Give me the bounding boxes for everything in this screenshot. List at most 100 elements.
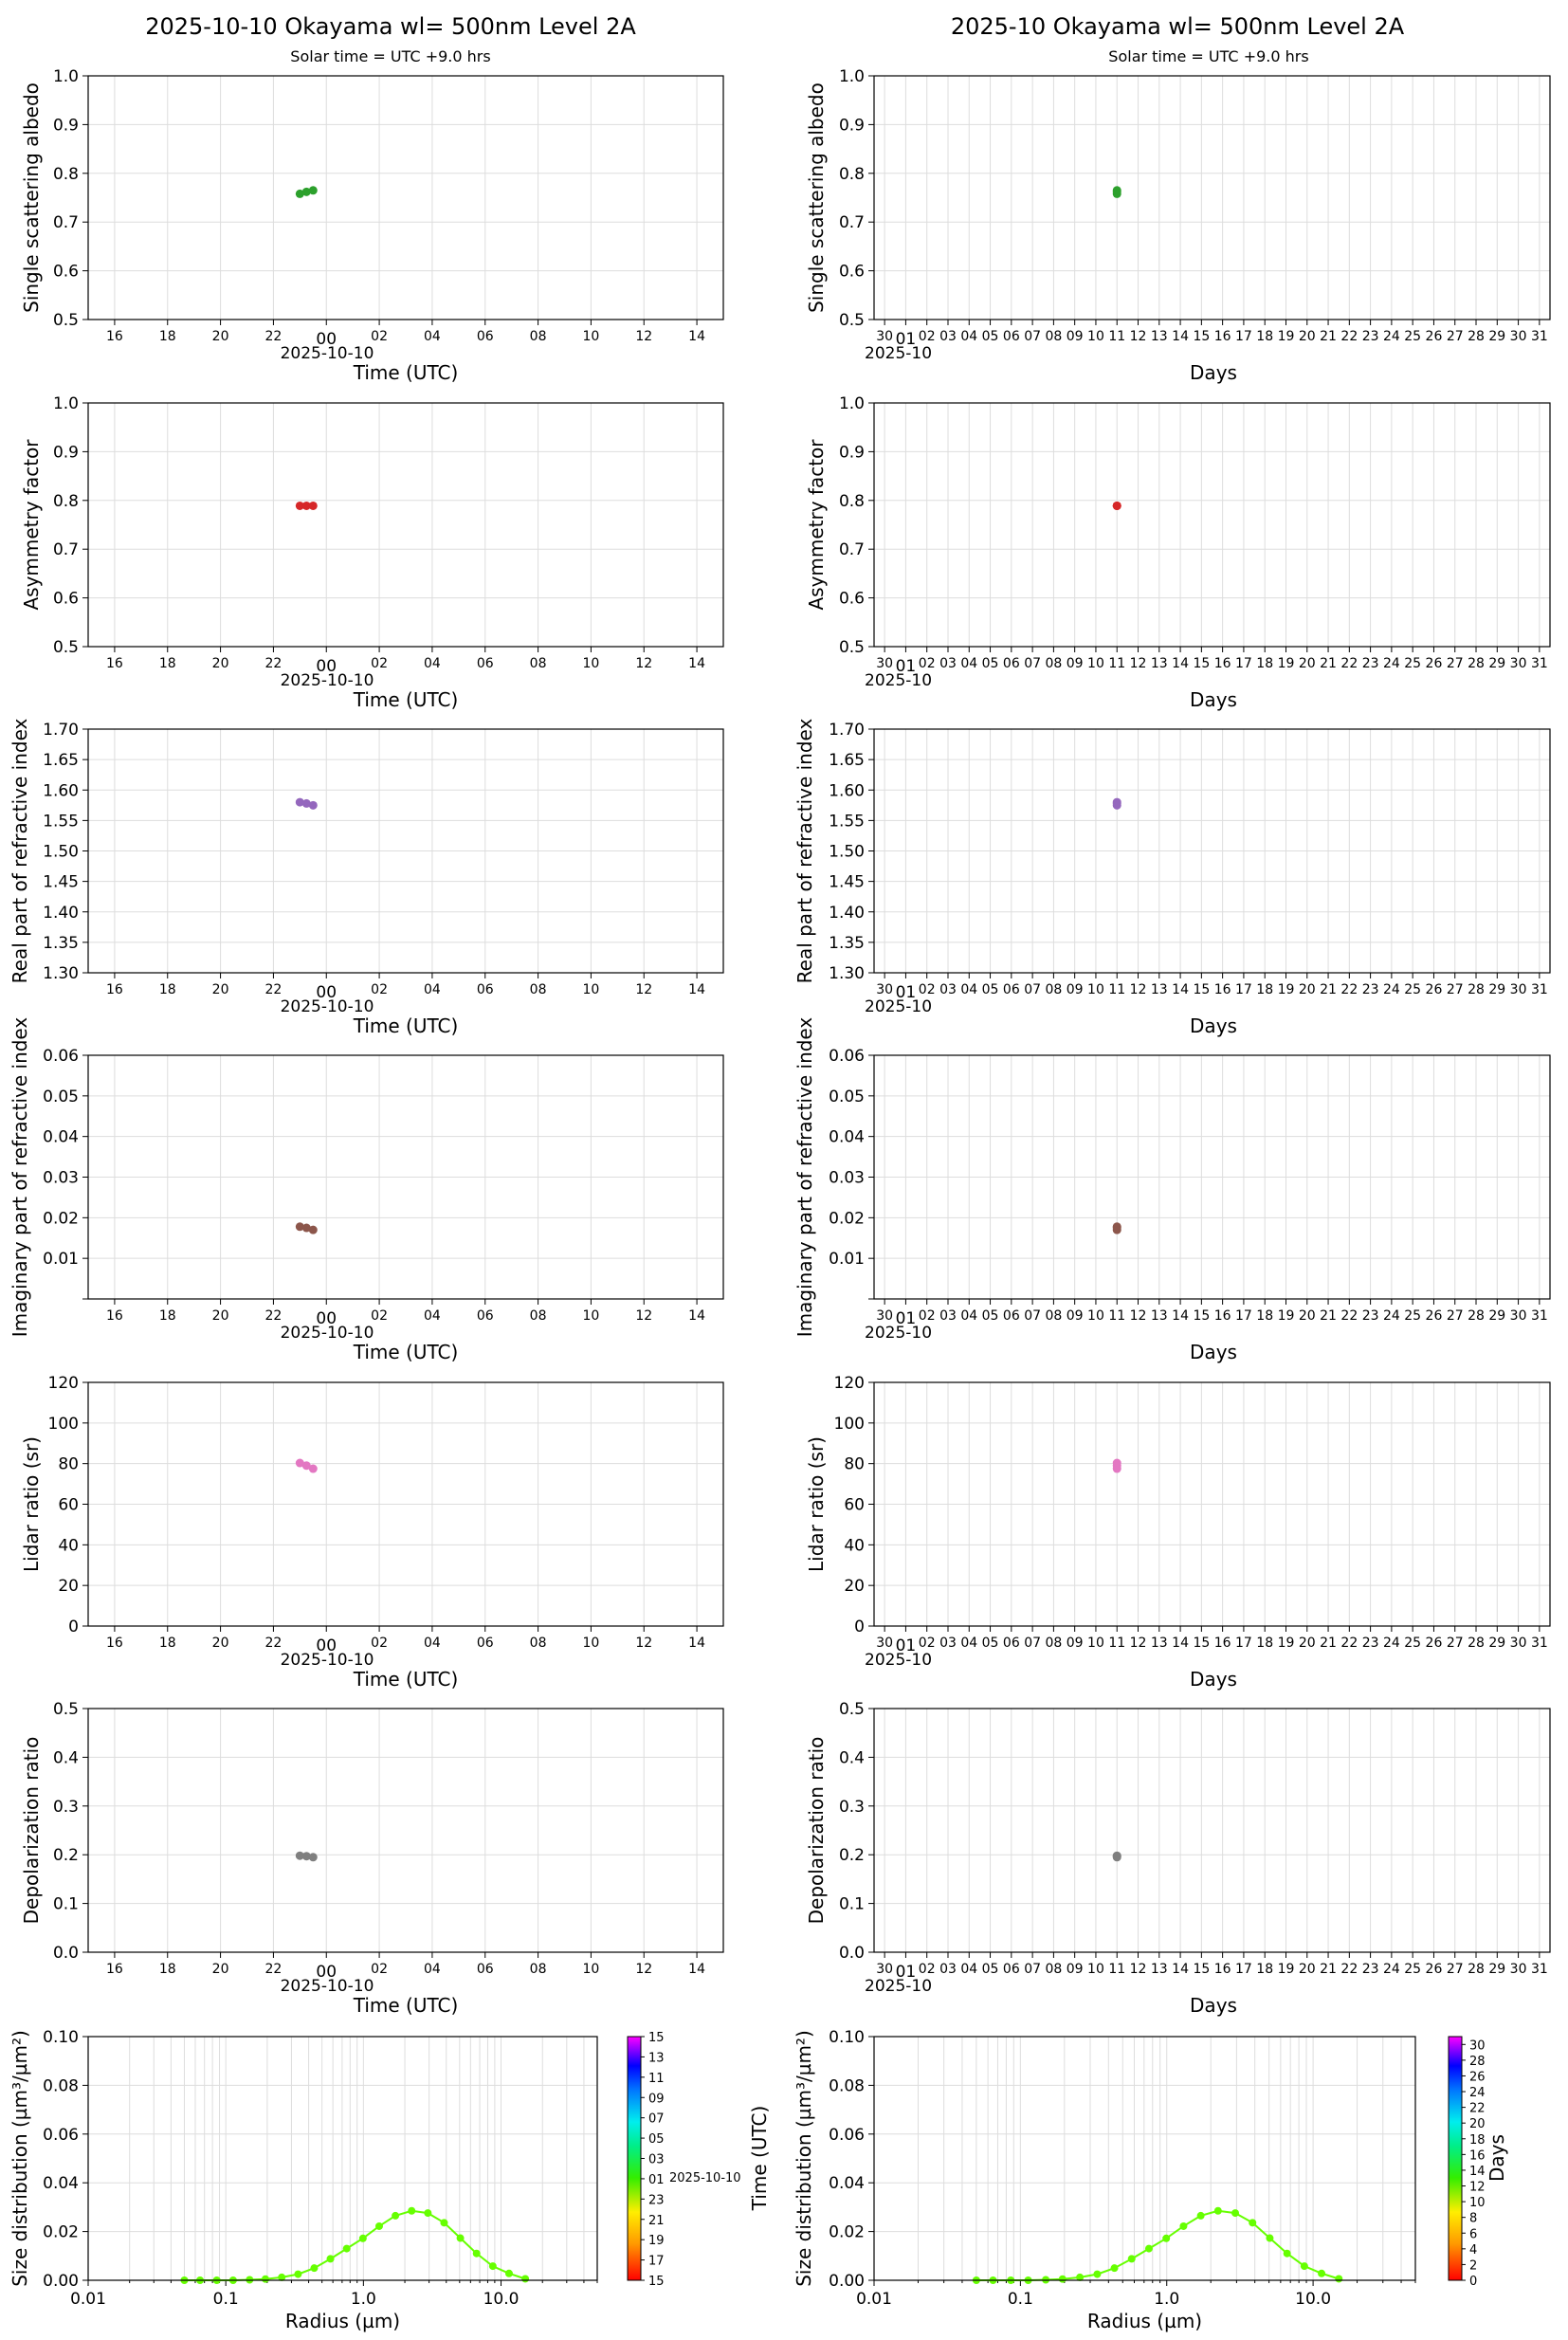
x-tick-label: 20	[1299, 1962, 1316, 1977]
x-tick-label: 22	[1340, 329, 1358, 344]
x-tick-label: 20	[212, 1636, 229, 1651]
data-point	[1112, 501, 1121, 510]
y-tick-label: 0.04	[43, 1128, 79, 1147]
x-tick-label: 06	[477, 1962, 494, 1977]
data-point	[301, 187, 311, 196]
x-tick-label: 22	[1340, 1308, 1358, 1324]
x-tick-label: 02	[371, 656, 388, 671]
data-point	[295, 1222, 304, 1232]
x-tick-label: 25	[1404, 329, 1421, 344]
y-tick-label: 0.04	[829, 1128, 865, 1147]
size-distribution-line	[184, 2209, 526, 2281]
x-tick-label: 08	[530, 1308, 547, 1324]
x-tick-label: 28	[1468, 982, 1485, 997]
y-tick-label: 0.02	[43, 2223, 79, 2242]
x-tick-label: 25	[1404, 656, 1421, 671]
data-point	[295, 501, 304, 510]
x-tick-label: 21	[1320, 329, 1337, 344]
x-tick-label: 1.0	[351, 2290, 376, 2309]
y-axis-label: Lidar ratio (sr)	[805, 1436, 828, 1572]
y-tick-label: 0.06	[829, 2126, 865, 2145]
x-tick-label: 04	[960, 1636, 977, 1651]
x-tick-label: 02	[919, 982, 936, 997]
data-point	[1112, 1853, 1121, 1862]
x-tick-label: 24	[1383, 1962, 1400, 1977]
x-tick-label: 14	[688, 982, 705, 997]
data-point	[308, 501, 318, 510]
y-axis-label: Real part of refractive index	[9, 718, 31, 983]
x-tick-label: 08	[530, 982, 547, 997]
x-tick-label: 16	[106, 1962, 123, 1977]
x-tick-label: 31	[1531, 1636, 1548, 1651]
x-tick-label: 30	[876, 1308, 893, 1324]
colorbar-tick-label: 15	[648, 2031, 665, 2045]
x-tick-label: 26	[1426, 1962, 1443, 1977]
x-tick-label: 01	[896, 657, 917, 676]
x-tick-label: 22	[1340, 1962, 1358, 1977]
x-tick-label: 10.0	[1295, 2290, 1331, 2309]
y-tick-label: 0.3	[839, 1798, 865, 1817]
x-tick-label: 18	[159, 656, 176, 671]
y-tick-label: 80	[844, 1455, 865, 1474]
y-tick-label: 0.5	[839, 638, 865, 657]
y-tick-label: 0.05	[829, 1088, 865, 1106]
y-tick-label: 1.60	[829, 781, 865, 800]
right-ssa-panel: 0.50.60.70.80.91.030 01 02 03 04 05 06 07 08 09 10…	[805, 67, 1551, 384]
x-tick-label: 22	[265, 329, 283, 344]
x-tick-label: 18	[1256, 1962, 1273, 1977]
x-tick-label: 04	[960, 1308, 977, 1324]
colorbar-tick-label: 24	[1469, 2086, 1486, 2100]
x-tick-label: 14	[1172, 1308, 1189, 1324]
y-tick-label: 1.0	[53, 67, 79, 86]
y-tick-label: 0.7	[839, 213, 865, 232]
y-tick-label: 100	[834, 1415, 865, 1434]
y-axis-label: Imaginary part of refractive index	[793, 1017, 816, 1338]
y-tick-label: 0.5	[53, 311, 79, 330]
x-tick-label: 01	[896, 330, 917, 349]
plot-frame	[87, 1381, 724, 1627]
x-tick-label: 27	[1447, 1962, 1464, 1977]
data-point	[358, 2234, 367, 2242]
x-tick-label: 24	[1383, 982, 1400, 997]
x-tick-label: 18	[1256, 1308, 1273, 1324]
y-tick-label: 0.10	[43, 2028, 79, 2047]
x-tick-label: 08	[1045, 656, 1062, 671]
x-tick-label: 02	[919, 656, 936, 671]
colorbar-tick-label: 14	[1469, 2165, 1486, 2179]
data-point	[392, 2211, 400, 2220]
data-point	[472, 2249, 481, 2258]
y-tick-label: 0.03	[43, 1169, 79, 1188]
x-tick-label: 10	[583, 1308, 600, 1324]
y-tick-label: 1.55	[43, 812, 79, 831]
x-tick-label: 06	[1003, 1636, 1020, 1651]
x-tick-label: 18	[1256, 1636, 1273, 1651]
x-tick-label: 13	[1151, 656, 1168, 671]
x-tick-label: 20	[1299, 1308, 1316, 1324]
x-tick-label: 14	[688, 1308, 705, 1324]
x-tick-label: 20	[1299, 1636, 1316, 1651]
x-tick-label: 26	[1426, 329, 1443, 344]
colorbar-tick-label: 26	[1469, 2070, 1486, 2084]
left-solar-time-subtitle: Solar time = UTC +9.0 hrs	[290, 47, 490, 65]
left-depol-panel: 0.0 0.1 0.2 0.3 0.4 0.5 16 18 20 22 00 02 04 06 08 10 12…	[20, 1700, 724, 2017]
x-tick-label: 02	[919, 1636, 936, 1651]
x-tick-label: 02	[919, 1308, 936, 1324]
y-tick-label: 0.0	[53, 1944, 79, 1963]
x-tick-label: 18	[159, 329, 176, 344]
plot-frame	[873, 1054, 1551, 1300]
data-point	[295, 797, 304, 807]
date-label: 2025-10-10	[281, 1651, 374, 1670]
date-label: 2025-10-10	[281, 1324, 374, 1343]
x-tick-label: 13	[1151, 982, 1168, 997]
x-tick-label: 02	[371, 1962, 388, 1977]
x-tick-label: 27	[1447, 1308, 1464, 1324]
x-tick-label: 30	[876, 1636, 893, 1651]
x-tick-label: 01	[896, 1309, 917, 1328]
x-tick-label: 08	[1045, 1308, 1062, 1324]
x-tick-label: 21	[1320, 1962, 1337, 1977]
time-colorbar	[627, 2036, 642, 2281]
x-tick-label: 14	[688, 329, 705, 344]
x-tick-label: 00	[316, 1636, 337, 1655]
x-tick-label: 06	[1003, 1308, 1020, 1324]
y-axis-label: Depolarization ratio	[805, 1737, 828, 1925]
